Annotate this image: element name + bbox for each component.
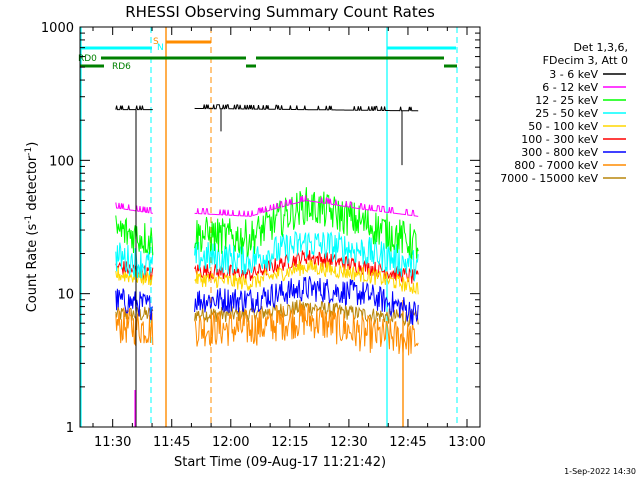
plot-frame: [79, 26, 481, 428]
x-tick-label: 11:45: [153, 435, 190, 450]
legend-label: 7000 - 15000 keV: [500, 172, 598, 185]
flag-label-n: N: [157, 43, 164, 53]
legend-label: 50 - 100 keV: [528, 120, 598, 133]
series-6-12-kev: [115, 195, 419, 217]
legend-header-1: Det 1,3,6,: [573, 41, 628, 54]
ylabel-sup1: -1: [24, 215, 34, 224]
y-axis-label: Count Rate (s-1 detector-1): [24, 142, 40, 313]
y-tick-label: 100: [49, 154, 74, 169]
x-tick-label: 12:30: [330, 435, 367, 450]
series-layer: [115, 104, 419, 427]
legend-label: 12 - 25 keV: [535, 94, 598, 107]
legend-label: 6 - 12 keV: [542, 81, 598, 94]
axis-layer: 11:30 11:45 12:00 12:15 12:30 12:45 13:00 1 10 10…: [41, 21, 486, 450]
flag-label-s: S: [153, 37, 159, 47]
trace-segment: [194, 104, 419, 112]
trace-segment: [115, 215, 154, 256]
trace-segment: [115, 288, 153, 321]
trace-segment: [115, 267, 154, 286]
series-50-100-kev: [115, 259, 419, 295]
trace-segment: [115, 307, 154, 347]
y-tick-label: 10: [57, 288, 74, 303]
trace-segment: [194, 250, 419, 284]
x-tick-label: 11:30: [94, 435, 131, 450]
legend-label: 300 - 800 keV: [521, 146, 598, 159]
ylabel-main: Count Rate (s: [25, 224, 40, 313]
timestamp: 1-Sep-2022 14:30: [564, 467, 636, 476]
trace-segment: [194, 276, 419, 326]
ylabel-end: ): [25, 142, 40, 147]
chart-title: RHESSI Observing Summary Count Rates: [125, 3, 435, 21]
x-axis-label: Start Time (09-Aug-17 11:21:42): [174, 455, 386, 470]
series-800-7000-kev: [115, 301, 419, 356]
x-tick-label: 12:00: [212, 435, 249, 450]
series-25-50-kev: [115, 230, 419, 282]
trace-segment: [194, 259, 419, 295]
trace-segment: [194, 187, 419, 260]
trace-segment: [194, 195, 419, 217]
legend-label: 3 - 6 keV: [549, 68, 598, 81]
trace-segment: [115, 306, 154, 321]
ylabel-mid: detector: [25, 155, 40, 215]
legend-label: 100 - 300 keV: [521, 133, 598, 146]
trace-segment: [115, 202, 153, 214]
y-tick-label: 1: [66, 421, 74, 436]
x-tick-label: 12:15: [271, 435, 308, 450]
series-12-25-kev: [115, 187, 419, 260]
legend-label: 25 - 50 keV: [535, 107, 598, 120]
flag-label-rd6: RD6: [112, 62, 131, 72]
trace-segment: [194, 301, 419, 356]
ylabel-sup2: -1: [24, 147, 34, 156]
flag-label-rd0: RD0: [78, 54, 97, 64]
legend-header-2: FDecim 3, Att 0: [543, 54, 628, 67]
trace-segment: [194, 230, 419, 282]
flag-layer: RD0 RD6 SN: [78, 37, 457, 72]
trace-segment: [115, 105, 153, 111]
trace-segment: [115, 242, 154, 279]
x-tick-label: 12:45: [389, 435, 426, 450]
series-300-800-kev: [115, 276, 419, 326]
x-tick-label: 13:00: [448, 435, 485, 450]
legend-label: 800 - 7000 keV: [514, 159, 598, 172]
y-tick-label: 1000: [41, 21, 74, 36]
series-3-6-kev: [115, 104, 419, 112]
